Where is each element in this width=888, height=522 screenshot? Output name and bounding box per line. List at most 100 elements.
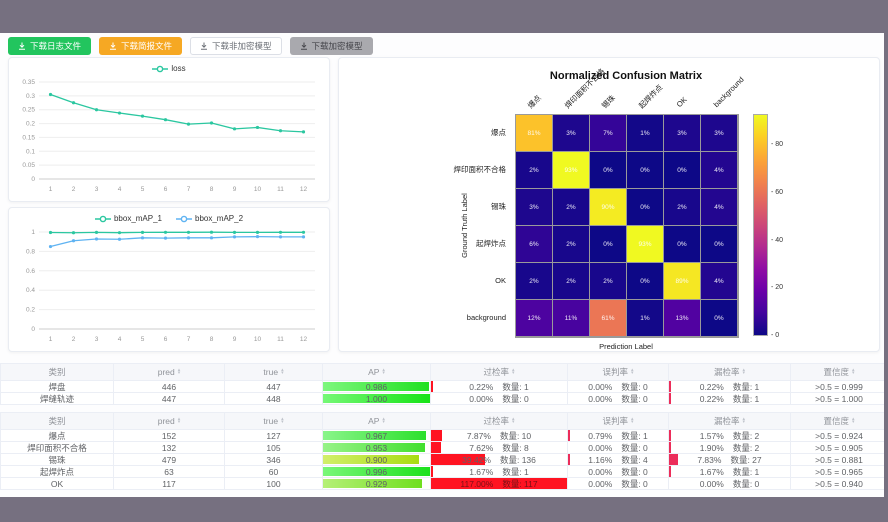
col-label: OK bbox=[674, 94, 689, 109]
download-encrypted-model-button[interactable]: 下载加密模型 bbox=[289, 37, 373, 55]
sort-caret[interactable]: ▴ ▾ bbox=[177, 366, 181, 376]
download-report-button[interactable]: 下载简报文件 bbox=[99, 37, 183, 55]
svg-text:9: 9 bbox=[233, 186, 237, 193]
data-point bbox=[255, 230, 260, 234]
rate-cell: 39.42% 数量: 136 bbox=[431, 454, 568, 466]
sort-caret[interactable]: ▴ ▾ bbox=[281, 366, 284, 376]
sort-caret[interactable]: ▴ ▾ bbox=[512, 415, 515, 425]
metric-bar bbox=[669, 454, 679, 465]
true-cell: 447 bbox=[225, 381, 323, 393]
column-header-误判率[interactable]: 误判率 ▴ ▾ bbox=[568, 413, 669, 430]
matrix-cell: 4% bbox=[701, 189, 737, 225]
download-log-label: 下载日志文件 bbox=[30, 41, 82, 51]
column-header-pred[interactable]: pred ▴ ▾ bbox=[114, 364, 225, 381]
confidence-cell: >0.5 = 0.905 bbox=[791, 442, 887, 454]
colorbar-tick: - 0 bbox=[771, 332, 780, 339]
rate-cell: 1.67% 数量: 1 bbox=[669, 466, 791, 478]
table-row: 爆点 152 127 0.967 7.87% 数量: 10 0.79% 数量: 1 1.57% 数… bbox=[1, 430, 887, 442]
metric-bar bbox=[568, 430, 570, 441]
table-row: 焊印面积不合格 132 105 0.953 7.62% 数量: 8 0.00% 数量: 0 1.… bbox=[1, 442, 887, 454]
sort-caret[interactable]: ▴ ▾ bbox=[852, 415, 855, 425]
sort-caret[interactable]: ▴ ▾ bbox=[742, 415, 746, 425]
sort-caret[interactable]: ▴ ▾ bbox=[631, 366, 634, 376]
rate-cell: 1.67% 数量: 1 bbox=[431, 466, 568, 478]
col-label: 爆点 bbox=[525, 93, 543, 111]
metric-bar bbox=[669, 393, 671, 404]
sort-caret[interactable]: ▴ ▾ bbox=[512, 366, 515, 376]
legend-item-bbox_mAP_2[interactable]: bbox_mAP_2 bbox=[176, 213, 243, 224]
sort-caret[interactable]: ▴ ▾ bbox=[631, 415, 634, 425]
data-point bbox=[94, 230, 99, 234]
data-point bbox=[48, 244, 53, 249]
rate-cell: 0.00% 数量: 0 bbox=[568, 381, 669, 393]
data-point bbox=[186, 122, 191, 126]
sort-caret[interactable]: ▴ ▾ bbox=[382, 415, 385, 425]
data-point bbox=[71, 101, 76, 105]
confusion-matrix-title: Normalized Confusion Matrix bbox=[549, 70, 703, 82]
ap-bar bbox=[323, 455, 420, 464]
svg-text:7: 7 bbox=[187, 186, 191, 193]
legend-item-loss[interactable]: loss bbox=[152, 63, 186, 74]
column-header-AP[interactable]: AP ▴ ▾ bbox=[323, 364, 431, 381]
metrics-table: 类别 pred ▴ ▾ true ▴ ▾ AP ▴ ▾ 过检率 ▴ ▾ 误判率 ▴ ▾ 漏检率 ▴ ▾ 置信度 ▴ ▾ 焊盘… bbox=[0, 363, 888, 405]
column-header-过检率[interactable]: 过检率 ▴ ▾ bbox=[431, 364, 568, 381]
confusion-matrix-heatmap: 81% 3% 7% 1% 3% 3% 2% 93% 0% 0% 0% 4% 3% 2% 90% 0% 2% 4% 6… bbox=[515, 114, 739, 338]
column-header-true[interactable]: true ▴ ▾ bbox=[225, 413, 323, 430]
rate-cell: 7.62% 数量: 8 bbox=[431, 442, 568, 454]
download-toolbar: 下载日志文件 下载简报文件 下载非加密模型 下载加密模型 bbox=[8, 37, 373, 55]
metric-bar bbox=[431, 442, 442, 453]
rate-cell: 7.87% 数量: 10 bbox=[431, 430, 568, 442]
ap-cell: 0.996 bbox=[323, 466, 431, 478]
sort-caret[interactable]: ▴ ▾ bbox=[742, 366, 746, 376]
svg-text:4: 4 bbox=[118, 336, 122, 343]
svg-text:1: 1 bbox=[49, 336, 53, 343]
matrix-cell: 0% bbox=[627, 152, 663, 188]
matrix-cell: 89% bbox=[664, 263, 700, 299]
col-label: 锡珠 bbox=[599, 93, 617, 111]
metric-bar bbox=[431, 430, 442, 441]
ap-cell: 0.986 bbox=[323, 381, 431, 393]
svg-text:8: 8 bbox=[210, 186, 214, 193]
svg-text:0.6: 0.6 bbox=[26, 268, 35, 275]
sort-caret[interactable]: ▴ ▾ bbox=[177, 415, 181, 425]
column-header-过检率[interactable]: 过检率 ▴ ▾ bbox=[431, 413, 568, 430]
sort-caret[interactable]: ▴ ▾ bbox=[382, 366, 385, 376]
column-header-漏检率[interactable]: 漏检率 ▴ ▾ bbox=[669, 364, 791, 381]
sort-caret[interactable]: ▴ ▾ bbox=[852, 366, 855, 376]
row-label: 焊印面积不合格 bbox=[453, 165, 507, 174]
bbox_map-plot: 00.20.40.60.811 2 3 4 5 6 7 8 9 10 11 12 bbox=[26, 229, 315, 343]
data-point bbox=[301, 130, 306, 134]
table-row: OK 117 100 0.929 117.00% 数量: 117 0.00% 数量: 0 0.0… bbox=[1, 478, 887, 490]
metric-bar bbox=[669, 466, 672, 477]
column-header-置信度[interactable]: 置信度 ▴ ▾ bbox=[791, 364, 887, 381]
column-header-AP[interactable]: AP ▴ ▾ bbox=[323, 413, 431, 430]
ap-cell: 0.953 bbox=[323, 442, 431, 454]
svg-text:0.2: 0.2 bbox=[26, 121, 35, 128]
confidence-cell: >0.5 = 0.965 bbox=[791, 466, 887, 478]
download-log-button[interactable]: 下载日志文件 bbox=[8, 37, 92, 55]
sort-caret[interactable]: ▴ ▾ bbox=[281, 415, 284, 425]
column-header-pred[interactable]: pred ▴ ▾ bbox=[114, 413, 225, 430]
svg-text:3: 3 bbox=[95, 186, 99, 193]
row-label: 锡珠 bbox=[491, 202, 506, 211]
svg-text:9: 9 bbox=[233, 336, 237, 343]
matrix-cell: 2% bbox=[553, 189, 589, 225]
column-header-true[interactable]: true ▴ ▾ bbox=[225, 364, 323, 381]
column-header-误判率[interactable]: 误判率 ▴ ▾ bbox=[568, 364, 669, 381]
column-header-漏检率[interactable]: 漏检率 ▴ ▾ bbox=[669, 413, 791, 430]
legend-item-bbox_mAP_1[interactable]: bbox_mAP_1 bbox=[94, 213, 162, 224]
data-point bbox=[163, 118, 168, 122]
series-line-bbox_mAP_1 bbox=[50, 231, 304, 234]
matrix-cell: 13% bbox=[664, 300, 700, 336]
class-name-cell: 焊盘 bbox=[1, 381, 114, 393]
true-cell: 105 bbox=[225, 442, 323, 454]
matrix-cell: 0% bbox=[701, 300, 737, 336]
column-header-置信度[interactable]: 置信度 ▴ ▾ bbox=[791, 413, 887, 430]
rate-cell: 0.22% 数量: 1 bbox=[669, 381, 791, 393]
confidence-cell: >0.5 = 0.881 bbox=[791, 454, 887, 466]
download-unencrypted-model-button[interactable]: 下载非加密模型 bbox=[190, 37, 282, 55]
rate-cell: 0.22% 数量: 1 bbox=[669, 393, 791, 405]
svg-text:6: 6 bbox=[164, 336, 168, 343]
matrix-cell: 2% bbox=[590, 263, 626, 299]
window-chrome-top bbox=[0, 0, 888, 33]
